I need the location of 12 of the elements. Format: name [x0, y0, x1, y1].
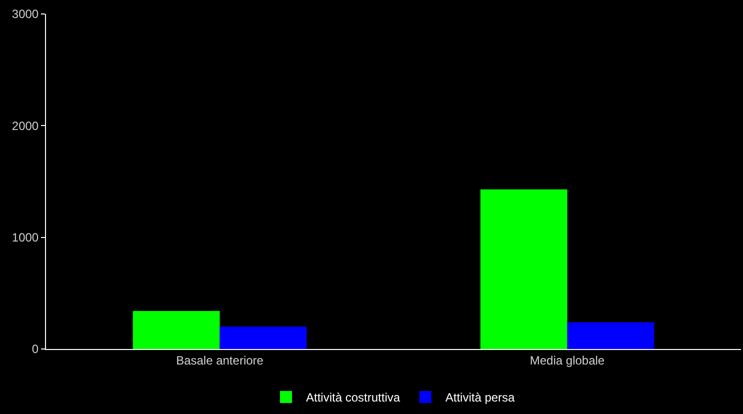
- bar: [132, 311, 220, 349]
- x-tick-label: Basale anteriore: [176, 353, 264, 368]
- legend-label: Attività persa: [445, 390, 516, 405]
- y-tick-label: 2000: [12, 118, 39, 133]
- y-tick-label: 3000: [12, 7, 39, 22]
- y-tick-label: 0: [32, 342, 39, 356]
- bar: [480, 189, 568, 349]
- legend-label: Attività costruttiva: [306, 390, 400, 405]
- x-tick-label: Media globale: [530, 353, 605, 368]
- bar: [220, 326, 307, 349]
- y-tick-label: 1000: [12, 230, 39, 245]
- bar: [567, 322, 654, 349]
